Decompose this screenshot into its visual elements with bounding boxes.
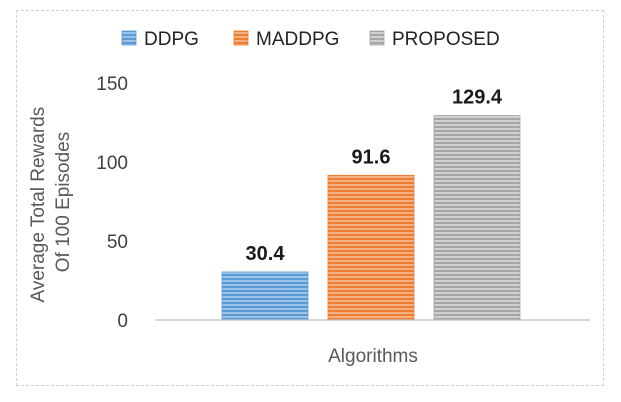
y-axis-title: Average Total Rewards Of 100 Episodes bbox=[28, 101, 74, 302]
legend: DDPG MADDPG PROPOSED bbox=[121, 29, 500, 50]
y-tick-label: 150 bbox=[96, 74, 128, 95]
x-axis-title: Algorithms bbox=[328, 346, 418, 367]
bar-maddpg bbox=[327, 174, 415, 321]
y-axis-title-line-2: Of 100 Episodes bbox=[53, 132, 74, 272]
bar-ddpg bbox=[221, 271, 309, 321]
data-label-ddpg: 30.4 bbox=[246, 243, 286, 265]
legend-swatch-maddpg bbox=[233, 30, 249, 46]
y-tick-label: 50 bbox=[107, 232, 128, 253]
legend-swatch-ddpg bbox=[121, 30, 137, 46]
data-label-proposed: 129.4 bbox=[452, 87, 503, 109]
data-label-maddpg: 91.6 bbox=[352, 146, 391, 168]
chart-frame bbox=[16, 10, 604, 386]
legend-swatch-proposed bbox=[369, 30, 385, 46]
bars bbox=[221, 115, 521, 321]
y-axis-ticks: 0 50 100 150 bbox=[96, 74, 128, 332]
y-tick-label: 100 bbox=[96, 153, 128, 174]
y-tick-label: 0 bbox=[117, 311, 128, 332]
bar-proposed bbox=[433, 115, 521, 321]
y-axis-title-line-1: Average Total Rewards bbox=[28, 107, 49, 303]
legend-label-ddpg: DDPG bbox=[144, 29, 199, 50]
legend-label-maddpg: MADDPG bbox=[256, 29, 339, 50]
legend-label-proposed: PROPOSED bbox=[392, 29, 500, 50]
data-labels: 30.4 91.6 129.4 bbox=[246, 87, 503, 265]
